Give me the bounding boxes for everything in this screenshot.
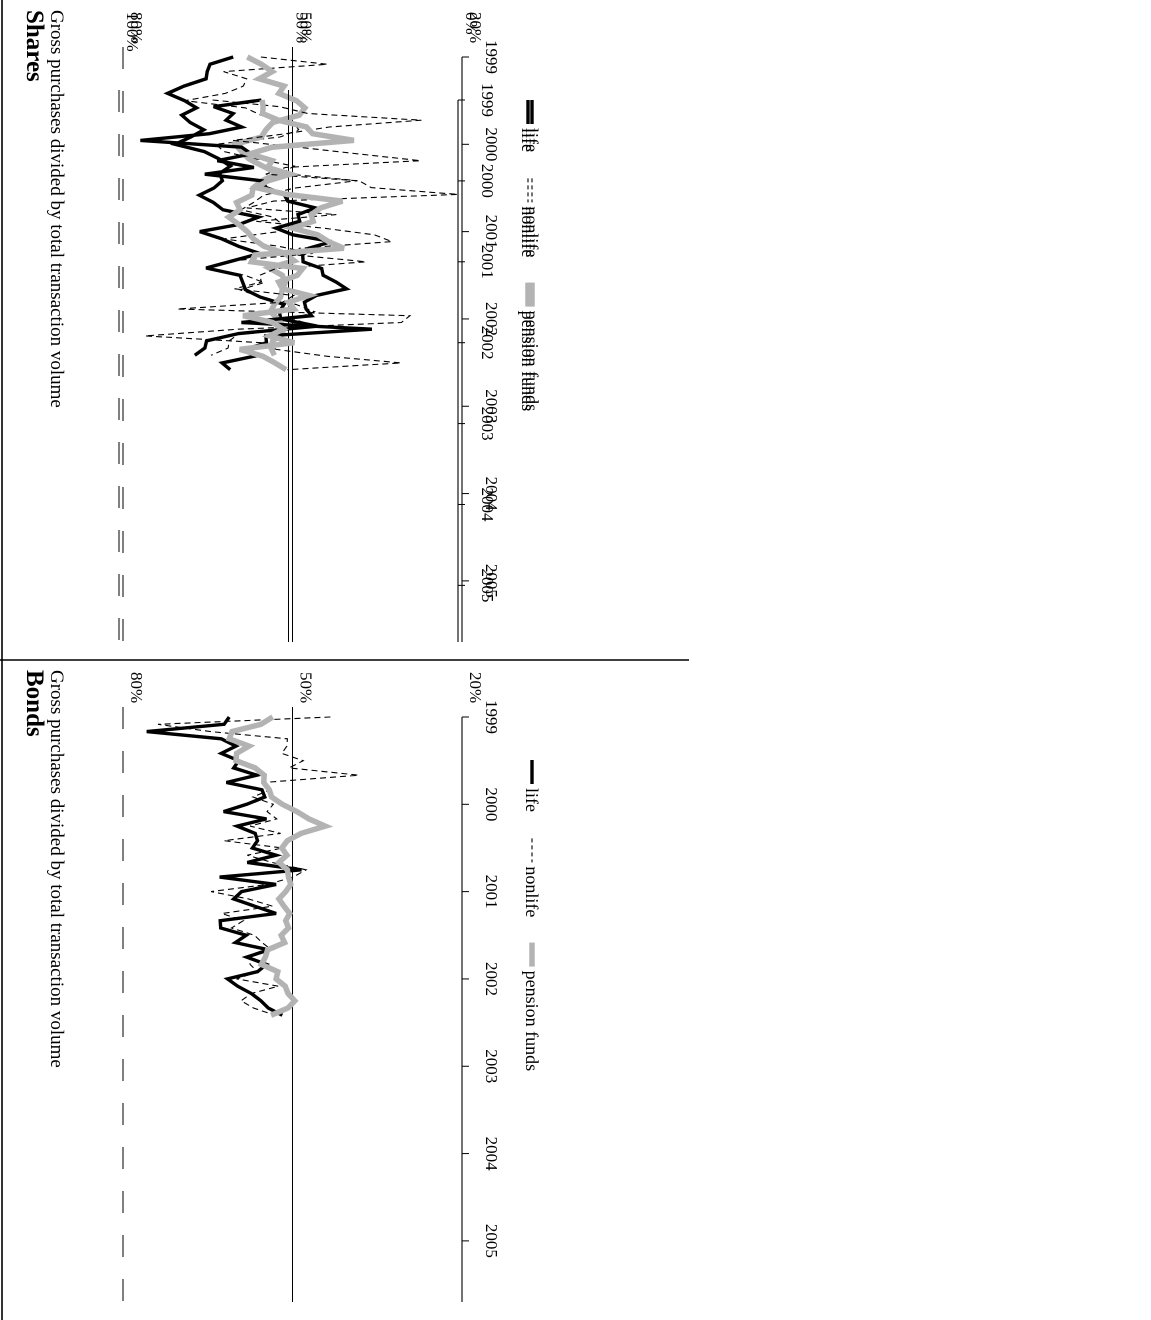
chart-subtitle: Gross purchases divided by total transac… — [46, 670, 67, 1068]
y-tick-label: 50% — [297, 672, 316, 703]
x-tick-label: 1999 — [482, 700, 501, 734]
series-line-nonlife — [185, 56, 358, 356]
series-line-life — [163, 55, 318, 357]
x-tick-label: 2003 — [482, 1049, 501, 1083]
y-tick-label: 20% — [466, 672, 485, 703]
x-tick-label: 2004 — [482, 1137, 501, 1172]
x-tick-label: 2001 — [482, 875, 501, 909]
legend-label: nonlife — [522, 866, 542, 917]
legend-label: life — [522, 788, 542, 812]
y-tick-label: 50% — [293, 12, 312, 43]
x-tick-label: 2000 — [482, 127, 501, 161]
y-tick-label: 0% — [462, 12, 481, 35]
x-tick-label: 2005 — [482, 1224, 501, 1258]
x-tick-label: 2000 — [478, 164, 497, 198]
x-tick-label: 2002 — [482, 302, 501, 336]
x-tick-label: 2001 — [482, 215, 501, 249]
y-tick-label: 20% — [466, 12, 485, 43]
x-tick-label: 2004 — [478, 487, 497, 522]
legend-label: pension funds — [518, 311, 538, 412]
y-tick-label: 50% — [297, 12, 316, 43]
x-tick-label: 2003 — [482, 389, 501, 423]
y-tick-label: 80% — [127, 12, 146, 43]
series-line-pension-funds — [223, 54, 309, 357]
chart-title: Shares — [21, 10, 48, 82]
x-tick-label: 2005 — [478, 568, 497, 602]
series-line-nonlife — [157, 716, 359, 1016]
chart-title: Bonds — [21, 670, 48, 737]
x-tick-label: 2005 — [482, 564, 501, 598]
y-tick-label: 80% — [127, 672, 146, 703]
chart-subtitle: Gross purchases divided by total transac… — [46, 10, 67, 408]
series-line-life — [140, 98, 373, 372]
x-tick-label: 2004 — [482, 477, 501, 512]
x-tick-label: 2000 — [482, 787, 501, 821]
x-tick-label: 2003 — [478, 407, 497, 441]
series-line-pension-funds — [238, 99, 355, 373]
legend-label: pension funds — [522, 971, 542, 1072]
series-line-pension-funds — [225, 714, 334, 1018]
legend-label: pension funds — [522, 311, 542, 412]
x-tick-label: 2002 — [478, 326, 497, 360]
legend-label: nonlife — [518, 206, 538, 257]
y-tick-label: 100% — [123, 12, 142, 52]
x-tick-label: 1999 — [482, 40, 501, 74]
legend-label: life — [522, 128, 542, 152]
legend-label: nonlife — [522, 206, 542, 257]
x-tick-label: 2002 — [482, 962, 501, 996]
legend-label: life — [518, 128, 538, 152]
x-tick-label: 1999 — [478, 83, 497, 117]
x-tick-label: 2001 — [478, 245, 497, 279]
panel-real-estate: Real estateGross purchases divided by to… — [118, 12, 538, 642]
